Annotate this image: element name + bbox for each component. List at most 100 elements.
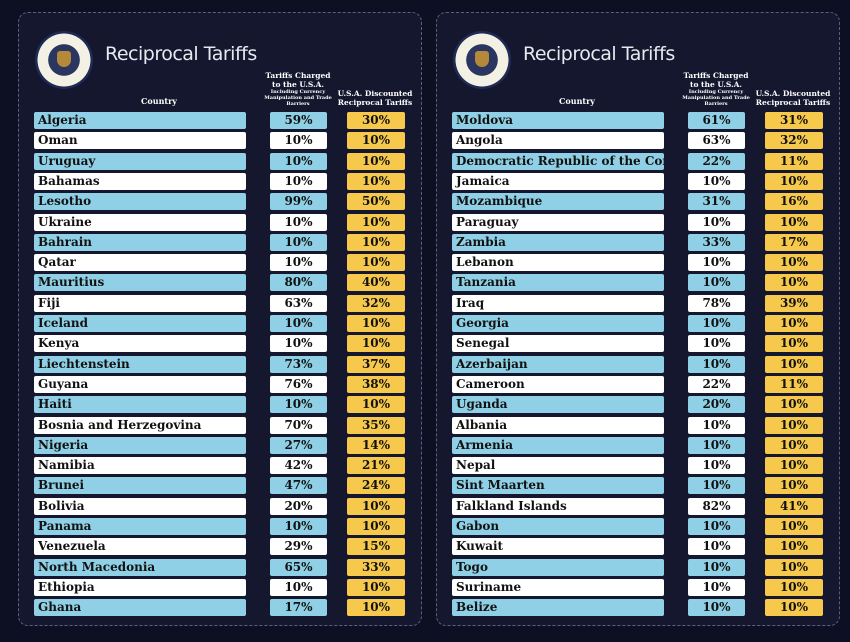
table-row: Fiji 63% 32% (19, 294, 423, 312)
table-row: Nigeria 27% 14% (19, 436, 423, 454)
tariff-charged-cell: 29% (270, 538, 327, 556)
reciprocal-tariff-cell: 24% (347, 477, 405, 495)
table-row: Sint Maarten 10% 10% (437, 477, 841, 495)
table-row: Iceland 10% 10% (19, 315, 423, 332)
table-row: Democratic Republic of the Congo 22% 11% (437, 152, 841, 170)
reciprocal-tariff-cell: 15% (347, 538, 405, 556)
table-row: Ukraine 10% 10% (19, 213, 423, 231)
tariff-charged-cell: 10% (688, 436, 745, 454)
reciprocal-tariff-cell: 14% (347, 436, 405, 454)
tariff-charged-cell: 10% (270, 152, 327, 170)
tariff-header-sub: Including Currency Manipulation and Trad… (264, 89, 332, 107)
table-row: Jamaica 10% 10% (437, 172, 841, 190)
tariff-charged-cell: 10% (688, 599, 745, 617)
tariff-charged-cell: 10% (270, 335, 327, 353)
reciprocal-tariff-cell: 10% (765, 457, 823, 475)
tariff-charged-cell: 10% (270, 213, 327, 231)
table-row: Moldova 61% 31% (437, 112, 841, 129)
table-row: Albania 10% 10% (437, 416, 841, 434)
table-row: Mozambique 31% 16% (437, 193, 841, 211)
table-row: Azerbaijan 10% 10% (437, 355, 841, 373)
tariff-charged-cell: 10% (270, 518, 327, 535)
tariff-charged-cell: 10% (688, 477, 745, 495)
tariff-charged-cell: 10% (688, 518, 745, 535)
page-title: Reciprocal Tariffs (523, 43, 675, 65)
country-cell: Bahrain (34, 233, 246, 251)
table-row: North Macedonia 65% 33% (19, 558, 423, 576)
table-row: Tanzania 10% 10% (437, 274, 841, 292)
reciprocal-tariff-cell: 41% (765, 497, 823, 515)
table-row: Oman 10% 10% (19, 132, 423, 150)
country-cell: Falkland Islands (452, 497, 664, 515)
tariff-charged-cell: 10% (270, 315, 327, 332)
tariff-charged-cell: 10% (688, 213, 745, 231)
table-row: Mauritius 80% 40% (19, 274, 423, 292)
table-row: Uruguay 10% 10% (19, 152, 423, 170)
country-cell: Zambia (452, 233, 664, 251)
tariff-charged-cell: 10% (688, 558, 745, 576)
reciprocal-tariff-cell: 10% (765, 518, 823, 535)
country-cell: Azerbaijan (452, 355, 664, 373)
reciprocal-tariff-cell: 10% (765, 355, 823, 373)
tariff-header-sub: Including Currency Manipulation and Trad… (682, 89, 750, 107)
table-row: Angola 63% 32% (437, 132, 841, 150)
tariff-charged-cell: 10% (270, 396, 327, 414)
table-row: Bahrain 10% 10% (19, 233, 423, 251)
reciprocal-tariff-cell: 10% (765, 436, 823, 454)
table-row: Namibia 42% 21% (19, 457, 423, 475)
tariff-charged-cell: 47% (270, 477, 327, 495)
tariff-panel-left: Reciprocal Tariffs Country Tariffs Charg… (18, 12, 422, 626)
country-cell: Bolivia (34, 497, 246, 515)
table-row: Zambia 33% 17% (437, 233, 841, 251)
tariff-charged-cell: 73% (270, 355, 327, 373)
reciprocal-tariff-cell: 38% (347, 375, 405, 393)
table-row: Senegal 10% 10% (437, 335, 841, 353)
country-cell: Paraguay (452, 213, 664, 231)
country-cell: Kenya (34, 335, 246, 353)
country-cell: Fiji (34, 294, 246, 312)
country-cell: Lesotho (34, 193, 246, 211)
tariff-charged-cell: 27% (270, 436, 327, 454)
table-row: Bolivia 20% 10% (19, 497, 423, 515)
tariff-header-line2: to the U.S.A. (271, 80, 325, 89)
country-cell: Albania (452, 416, 664, 434)
tariffs-charged-header: Tariffs Charged to the U.S.A. Including Cu… (681, 71, 751, 107)
reciprocal-tariff-cell: 10% (347, 254, 405, 272)
country-cell: North Macedonia (34, 558, 246, 576)
reciprocal-tariff-cell: 37% (347, 355, 405, 373)
tariff-panel-right: Reciprocal Tariffs Country Tariffs Charg… (436, 12, 840, 626)
reciprocal-tariff-cell: 10% (347, 497, 405, 515)
reciprocal-tariff-cell: 10% (347, 315, 405, 332)
country-header: Country (141, 96, 177, 106)
table-row: Haiti 10% 10% (19, 396, 423, 414)
reciprocal-tariff-cell: 17% (765, 233, 823, 251)
country-cell: Ghana (34, 599, 246, 617)
country-cell: Bosnia and Herzegovina (34, 416, 246, 434)
reciprocal-tariff-cell: 10% (765, 254, 823, 272)
country-cell: Nepal (452, 457, 664, 475)
reciprocal-tariff-cell: 11% (765, 152, 823, 170)
table-row: Togo 10% 10% (437, 558, 841, 576)
country-cell: Angola (452, 132, 664, 150)
reciprocal-tariff-cell: 32% (347, 294, 405, 312)
reciprocal-tariff-cell: 10% (347, 213, 405, 231)
country-cell: Namibia (34, 457, 246, 475)
country-cell: Senegal (452, 335, 664, 353)
reciprocal-tariff-cell: 10% (765, 213, 823, 231)
tariff-charged-cell: 10% (688, 274, 745, 292)
tariff-charged-cell: 10% (688, 457, 745, 475)
tariff-charged-cell: 22% (688, 152, 745, 170)
reciprocal-tariff-cell: 10% (765, 396, 823, 414)
tariff-charged-cell: 10% (688, 355, 745, 373)
tariff-charged-cell: 10% (688, 578, 745, 596)
tariff-header-line1: Tariffs Charged (683, 71, 749, 80)
reciprocal-tariff-cell: 10% (765, 274, 823, 292)
tariffs-charged-header: Tariffs Charged to the U.S.A. Including Cu… (263, 71, 333, 107)
presidential-seal-logo (453, 31, 511, 89)
country-cell: Uruguay (34, 152, 246, 170)
tariff-charged-cell: 78% (688, 294, 745, 312)
country-cell: Ethiopia (34, 578, 246, 596)
table-row: Gabon 10% 10% (437, 518, 841, 535)
tariff-charged-cell: 10% (688, 172, 745, 190)
reciprocal-tariff-cell: 16% (765, 193, 823, 211)
